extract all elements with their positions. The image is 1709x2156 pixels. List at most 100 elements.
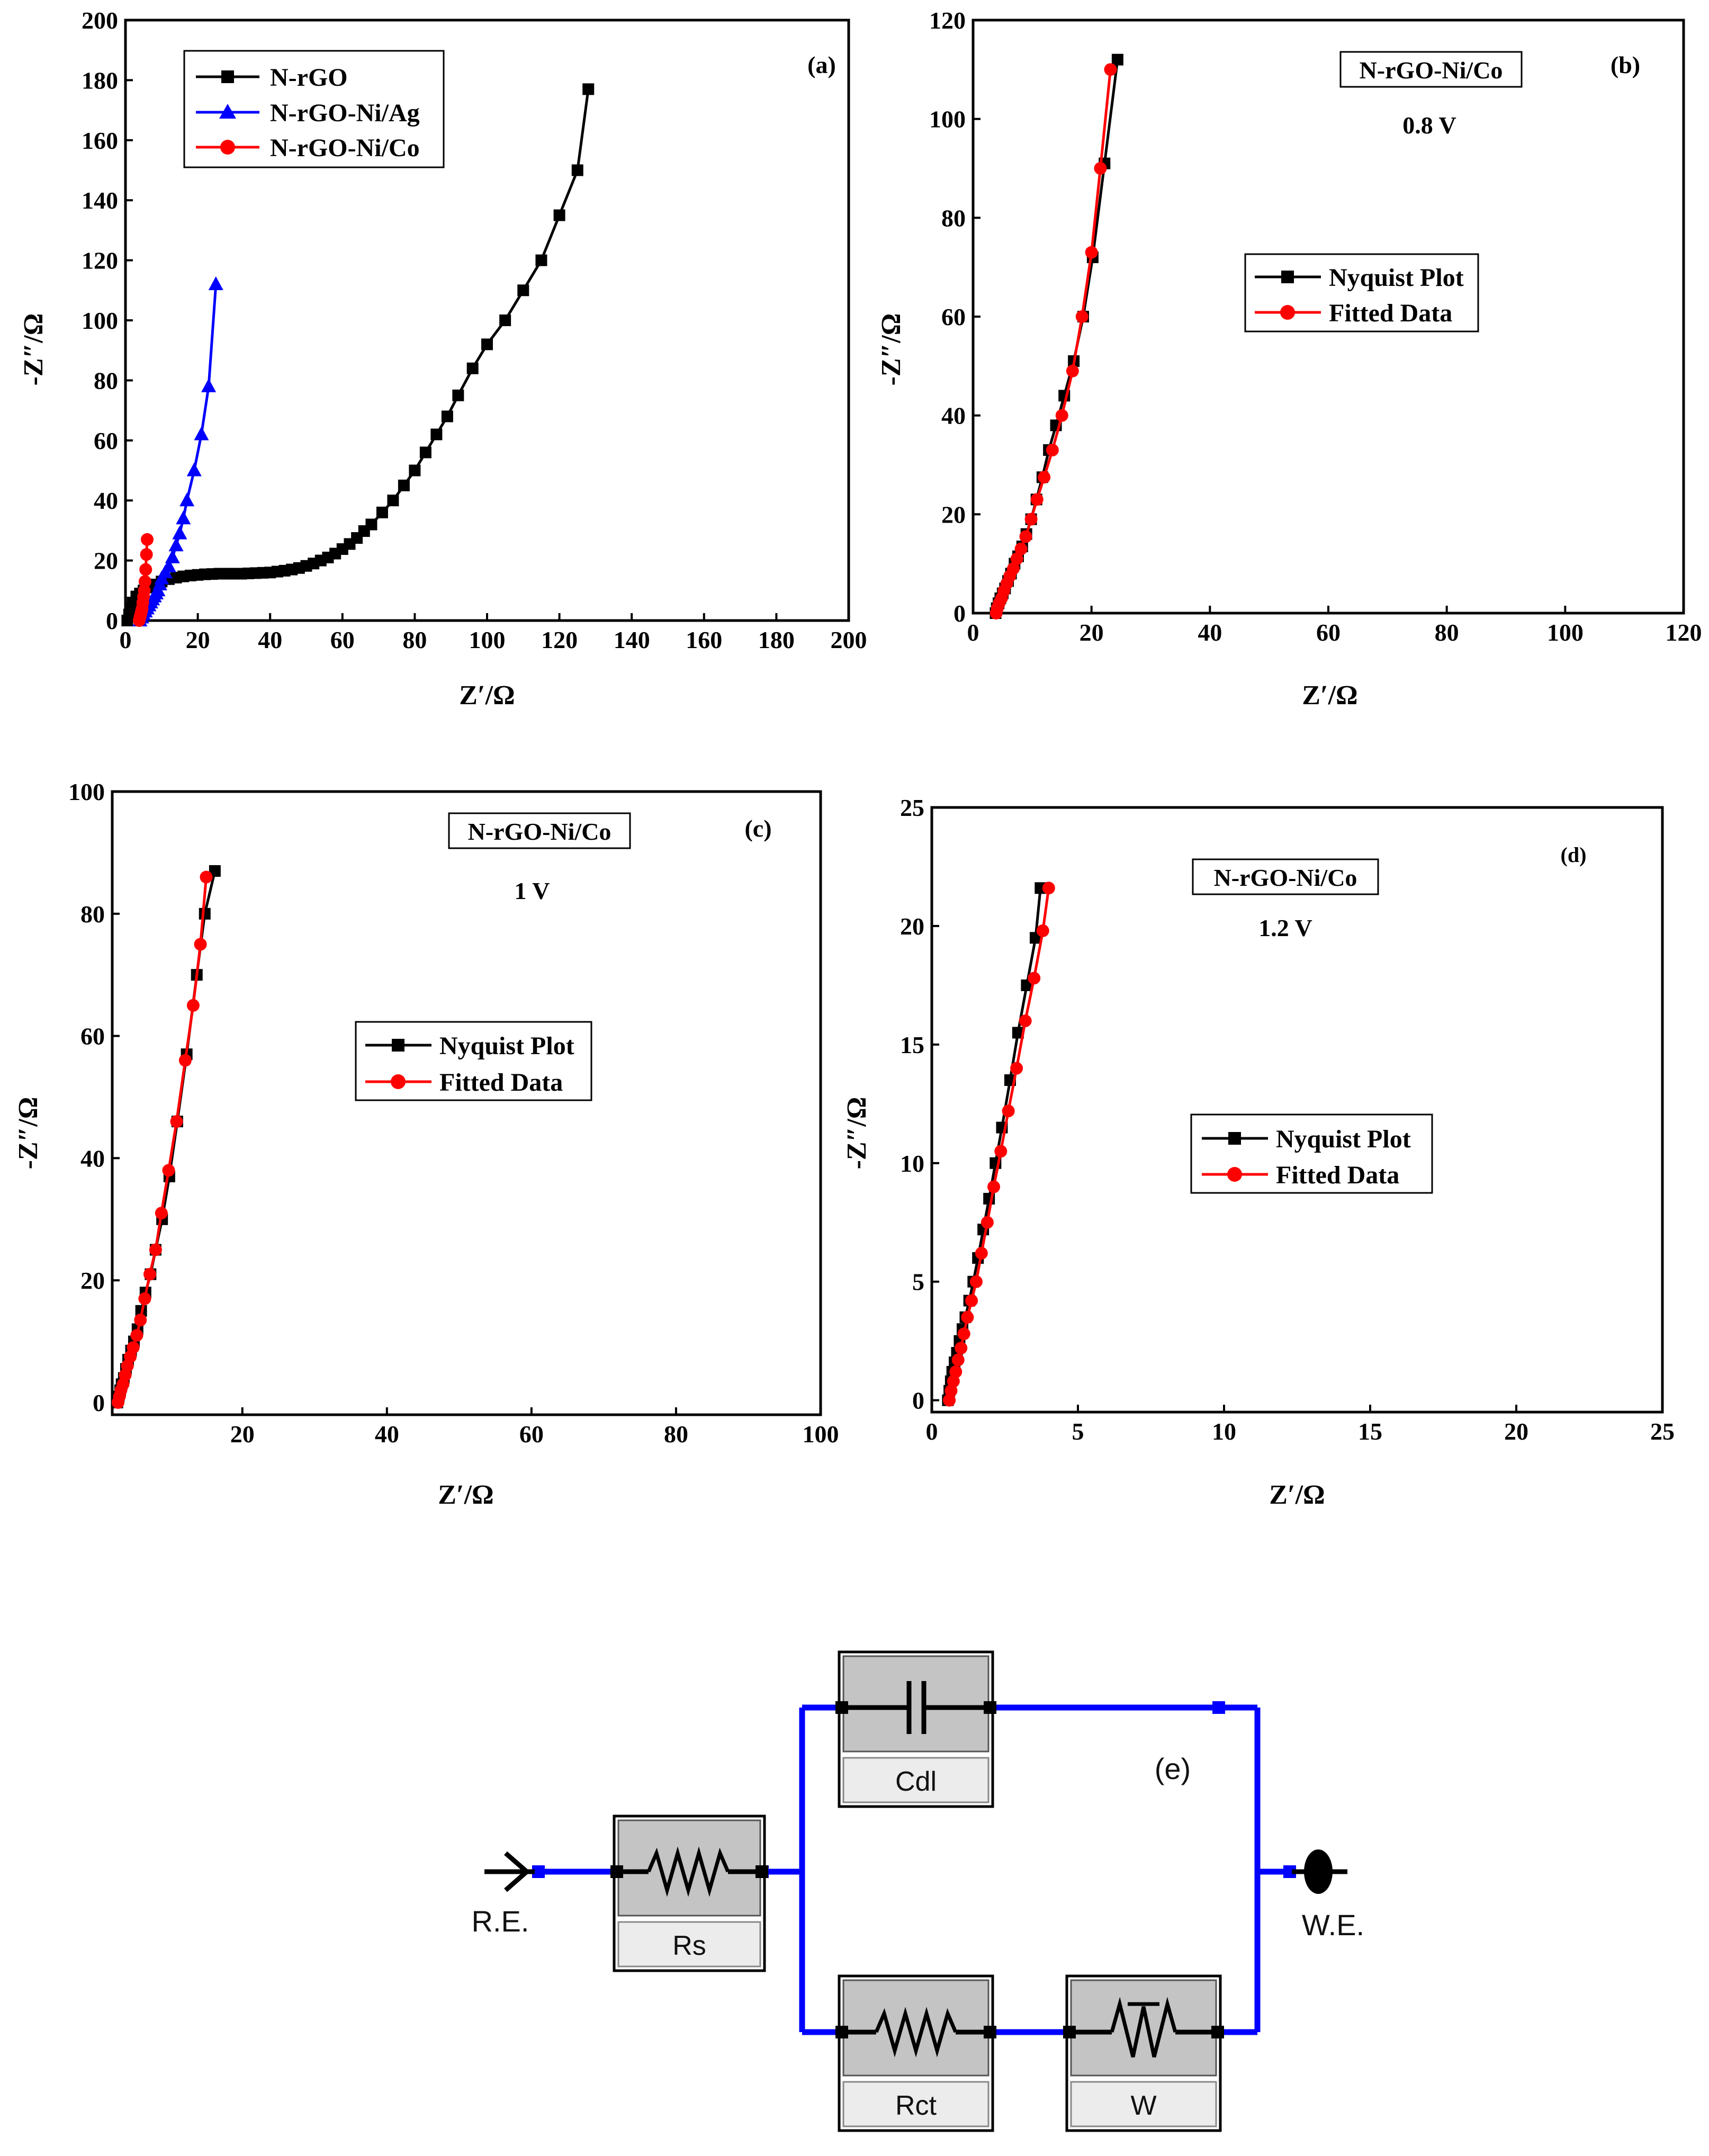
sample-label: N-rGO-Ni/Co <box>1214 864 1357 891</box>
data-point-n-rgo <box>582 83 595 95</box>
x-tick-label: 60 <box>519 1421 544 1448</box>
data-point-n-rgo-ni-ag <box>208 276 223 290</box>
x-tick-label: 0 <box>120 626 132 653</box>
series-group <box>111 865 221 1409</box>
x-tick-label: 100 <box>469 626 506 653</box>
y-tick-label: 0 <box>93 1389 105 1416</box>
data-point-n-rgo <box>517 284 529 297</box>
panel-label: (d) <box>1561 843 1587 867</box>
data-point-fitted-data <box>1019 530 1032 543</box>
ticks: 0 5 10 15 20 25 0 5 10 15 20 25 <box>900 794 1675 1445</box>
y-tick-label: 60 <box>80 1023 105 1050</box>
series-line-fitted-data <box>995 69 1112 614</box>
data-point-fitted-data <box>1007 562 1020 575</box>
y-axis-label: -Z″/Ω <box>842 1097 872 1170</box>
data-point-n-rgo <box>398 479 410 491</box>
x-axis-label: Z′/Ω <box>438 1480 493 1510</box>
x-tick-label: 120 <box>1666 619 1702 646</box>
data-point-fitted-data <box>943 1394 956 1407</box>
y-tick-label: 0 <box>106 607 118 634</box>
data-point-fitted-data <box>1094 162 1107 175</box>
circuit-panel-label: (e) <box>1155 1752 1191 1785</box>
data-point-n-rgo-ni-ag <box>176 510 191 525</box>
data-point-fitted-data <box>1010 1062 1023 1075</box>
data-point-fitted-data <box>1002 1104 1015 1118</box>
y-tick-label: 160 <box>82 127 118 154</box>
series-group <box>121 83 595 627</box>
legend-marker-fitted <box>1280 305 1295 320</box>
data-point-n-rgo-ni-co <box>140 548 153 561</box>
data-point-fitted-data <box>1038 471 1051 484</box>
y-axis-label: -Z″/Ω <box>876 313 906 386</box>
data-point-fitted-data <box>178 1054 192 1067</box>
ticks: 0 20 40 60 80 100 120 140 160 180 200 0 20 40 60 80 100 1… <box>82 7 867 653</box>
data-point-n-rgo-ni-ag <box>186 462 202 477</box>
data-point-n-rgo <box>441 410 453 423</box>
data-point-fitted-data <box>1085 246 1098 259</box>
data-point-fitted-data <box>975 1246 988 1260</box>
data-point-n-rgo-ni-co <box>140 533 154 546</box>
working-electrode-label: W.E. <box>1302 1908 1364 1942</box>
y-tick-label: 120 <box>929 7 966 34</box>
legend-marker-nyquist <box>1228 1132 1241 1145</box>
data-point-fitted-data <box>1075 310 1089 323</box>
y-tick-label: 100 <box>929 106 966 133</box>
data-point-fitted-data <box>1046 444 1059 456</box>
y-tick-label: 20 <box>94 547 118 574</box>
x-tick-label: 200 <box>831 626 867 653</box>
data-point-n-rgo <box>430 428 443 441</box>
data-point-fitted-data <box>1042 882 1055 895</box>
y-tick-label: 20 <box>900 913 924 940</box>
data-point-fitted-data <box>162 1164 175 1177</box>
data-point-nyquist-plot <box>1111 53 1123 66</box>
data-point-n-rgo <box>553 209 565 221</box>
data-point-fitted-data <box>1019 1014 1032 1028</box>
series-group <box>990 53 1123 619</box>
data-point-fitted-data <box>1030 493 1044 506</box>
x-tick-label: 40 <box>1198 619 1222 646</box>
legend-label-nyquist: Nyquist Plot <box>1276 1125 1411 1153</box>
data-point-fitted-data <box>994 1145 1008 1158</box>
legend-label-n-rgo-ni-ag: N-rGO-Ni/Ag <box>270 99 420 127</box>
y-tick-label: 140 <box>82 187 118 214</box>
x-tick-label: 180 <box>758 626 795 653</box>
x-tick-label: 100 <box>1547 619 1584 646</box>
data-point-fitted-data <box>1010 552 1023 565</box>
series-line-fitted-data <box>116 877 208 1403</box>
data-point-fitted-data <box>1024 513 1038 526</box>
y-tick-label: 100 <box>82 307 118 334</box>
legend-marker-n-rgo-ni-ag <box>219 104 236 119</box>
x-tick-label: 120 <box>541 626 578 653</box>
data-point-fitted-data <box>170 1115 183 1128</box>
warburg-component: W <box>1063 1974 1224 2132</box>
legend-label-nyquist: Nyquist Plot <box>439 1032 574 1060</box>
x-tick-label: 80 <box>1435 619 1459 646</box>
x-tick-label: 5 <box>1072 1418 1084 1445</box>
sample-label: N-rGO-Ni/Co <box>1360 57 1503 84</box>
y-tick-label: 5 <box>912 1269 924 1296</box>
y-tick-label: 0 <box>954 600 966 627</box>
legend-marker-nyquist <box>392 1039 404 1052</box>
data-point-fitted-data <box>957 1327 970 1341</box>
data-point-fitted-data <box>134 1314 147 1327</box>
panel-label: (b) <box>1611 51 1640 78</box>
y-tick-label: 0 <box>912 1387 924 1414</box>
cdl-component: Cdl <box>835 1650 996 1808</box>
sample-label-box <box>1192 858 1379 895</box>
data-point-n-rgo <box>376 506 388 518</box>
potential-label: 1 V <box>515 877 550 904</box>
ticks: 0 20 40 60 80 100 120 0 20 40 60 80 100 120 <box>929 7 1702 646</box>
x-tick-label: 60 <box>1316 619 1341 646</box>
sample-label-box <box>1339 51 1523 88</box>
data-point-fitted-data <box>951 1353 965 1367</box>
data-point-n-rgo <box>535 254 547 266</box>
data-point-fitted-data <box>987 1180 1001 1193</box>
rct-component: Rct <box>835 1974 996 2132</box>
data-point-nyquist-plot <box>1012 1027 1024 1039</box>
data-point-nyquist-plot <box>199 908 211 920</box>
legend: N-rGO N-rGO-Ni/Ag N-rGO-Ni/Co <box>183 50 445 168</box>
legend-label-fitted: Fitted Data <box>1276 1161 1399 1189</box>
data-point-n-rgo-ni-ag <box>179 492 195 507</box>
data-point-n-rgo <box>499 315 511 326</box>
data-point-n-rgo <box>365 518 377 531</box>
